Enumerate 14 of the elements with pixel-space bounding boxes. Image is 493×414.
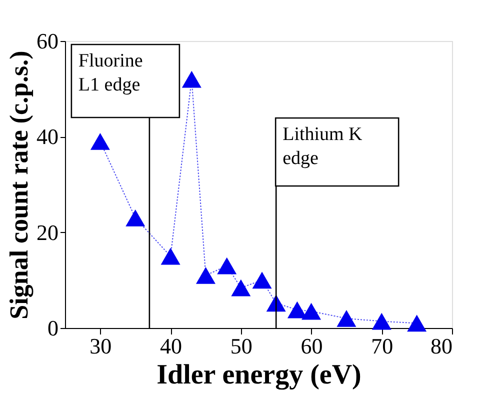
ref-line-label: Lithium K edge (282, 124, 363, 169)
x-tick-label: 80 (430, 334, 452, 358)
y-tick-label: 40 (36, 124, 58, 150)
ref-line-label: Fluorine L1 edge (78, 50, 143, 96)
y-tick-label: 20 (36, 220, 58, 245)
x-axis-title: Idler energy (eV) (156, 360, 362, 390)
y-tick-label: 60 (36, 28, 58, 54)
x-tick-label: 60 (300, 334, 323, 358)
y-tick-label: 0 (48, 316, 58, 340)
x-tick-label: 30 (90, 334, 112, 358)
x-tick-label: 50 (230, 334, 252, 358)
x-tick-label: 40 (160, 334, 182, 358)
x-tick-label: 70 (371, 334, 394, 358)
y-axis-title: Signal count rate (c.p.s.) (4, 50, 34, 320)
